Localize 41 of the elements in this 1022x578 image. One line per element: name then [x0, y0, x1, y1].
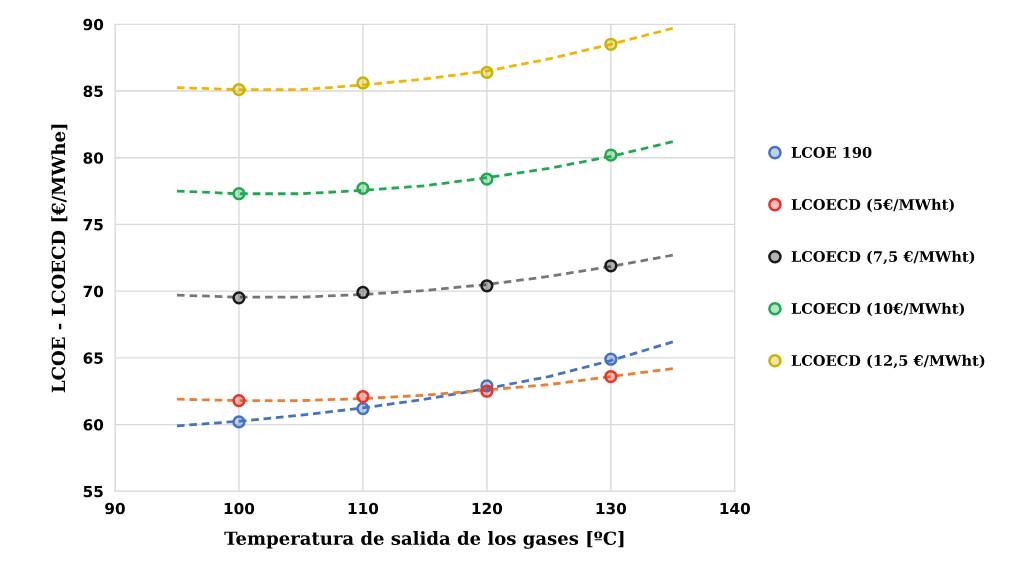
- point: [604, 259, 618, 273]
- point: [480, 65, 494, 79]
- y-tick-label: 90: [83, 18, 104, 31]
- y-axis-title: LCOE - LCOECD [€/MWhe]: [51, 124, 68, 393]
- y-tick-label: 85: [83, 85, 103, 98]
- y-tick-label: 75: [83, 219, 103, 231]
- point: [480, 172, 494, 186]
- x-tick-label: 90: [105, 502, 125, 515]
- point: [232, 393, 246, 408]
- point: [604, 352, 618, 366]
- point: [356, 76, 370, 90]
- point: [232, 291, 246, 305]
- y-tick-label: 65: [83, 352, 103, 364]
- point: [480, 279, 494, 293]
- point: [604, 148, 618, 162]
- point: [232, 83, 246, 97]
- line-series: [175, 340, 675, 428]
- y-tick-label: 70: [83, 285, 104, 298]
- y-tick-label: 60: [83, 419, 104, 431]
- legend-label: LCOECD (5€/MWht): [791, 198, 954, 213]
- point: [356, 401, 370, 416]
- point: [356, 285, 370, 300]
- legend-label: LCOECD (7,5 €/MWht): [791, 250, 975, 265]
- legend-label: LCOE 190: [791, 146, 872, 158]
- legend-label: LCOECD (10€/MWht): [791, 302, 965, 317]
- point: [232, 415, 246, 429]
- point: [232, 187, 246, 201]
- x-tick-label: 130: [596, 502, 627, 515]
- point: [356, 181, 370, 196]
- x-tick-label: 140: [720, 502, 751, 515]
- x-tick-label: 100: [224, 502, 255, 515]
- legend-label: LCOECD (12,5 €/MWht): [791, 354, 985, 369]
- point: [604, 37, 618, 51]
- point: [604, 369, 618, 384]
- point: [356, 389, 370, 404]
- x-tick-label: 120: [472, 502, 503, 515]
- point: [480, 384, 494, 398]
- y-tick-label: 55: [83, 485, 103, 498]
- y-tick-label: 80: [83, 152, 104, 164]
- x-axis-title: Temperatura de salida de los gases [ºC]: [224, 531, 624, 549]
- x-tick-label: 110: [348, 502, 379, 515]
